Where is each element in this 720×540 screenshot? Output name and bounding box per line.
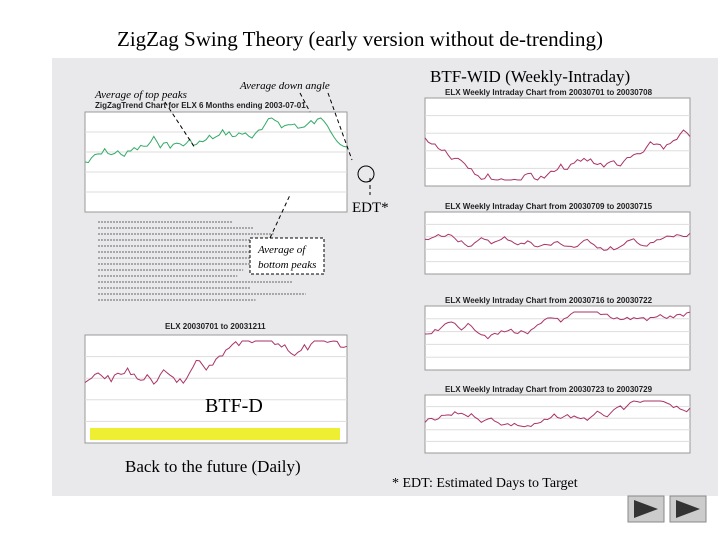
decor-price-line	[84, 340, 348, 385]
decor-price-line	[424, 129, 691, 181]
decor-price-line	[424, 232, 691, 251]
decor-price-line	[424, 400, 691, 428]
icon	[676, 500, 700, 518]
label: Average of	[257, 244, 307, 256]
label: Average down angle	[239, 80, 330, 92]
label: bottom peaks	[258, 259, 316, 271]
chart-title: ELX Weekly Intraday Chart from 20030701 …	[445, 88, 653, 97]
chart-image	[84, 111, 348, 213]
charts: ZigZagTrend Chart for ELX 6 Months endin…	[84, 88, 691, 454]
chart-image	[424, 97, 691, 187]
label: BTF-WID (Weekly-Intraday)	[430, 67, 630, 86]
chart-image	[424, 394, 691, 454]
title: ZigZag Swing Theory (early version witho…	[117, 27, 603, 51]
yellow-volume	[90, 428, 340, 440]
chart-image	[84, 334, 348, 444]
label: BTF-D	[205, 395, 263, 417]
decor-price-line	[424, 311, 691, 340]
edt-marker	[357, 165, 375, 183]
label: Back to the future (Daily)	[125, 457, 301, 476]
chart-image	[424, 211, 691, 275]
nav-buttons[interactable]	[627, 495, 707, 523]
chart-title: ELX Weekly Intraday Chart from 20030723 …	[445, 385, 653, 394]
icon	[634, 500, 658, 518]
label: * EDT: Estimated Days to Target	[392, 476, 578, 491]
chart-image	[424, 305, 691, 371]
decor-price-line	[84, 117, 348, 164]
chart-title: ZigZagTrend Chart for ELX 6 Months endin…	[95, 101, 306, 110]
chart-title: ELX 20030701 to 20031211	[165, 322, 266, 331]
callout-box	[249, 237, 325, 275]
label: Average of top peaks	[94, 89, 187, 101]
label: EDT*	[352, 200, 389, 216]
chart-title: ELX Weekly Intraday Chart from 20030716 …	[445, 296, 653, 305]
chart-title: ELX Weekly Intraday Chart from 20030709 …	[445, 202, 653, 211]
